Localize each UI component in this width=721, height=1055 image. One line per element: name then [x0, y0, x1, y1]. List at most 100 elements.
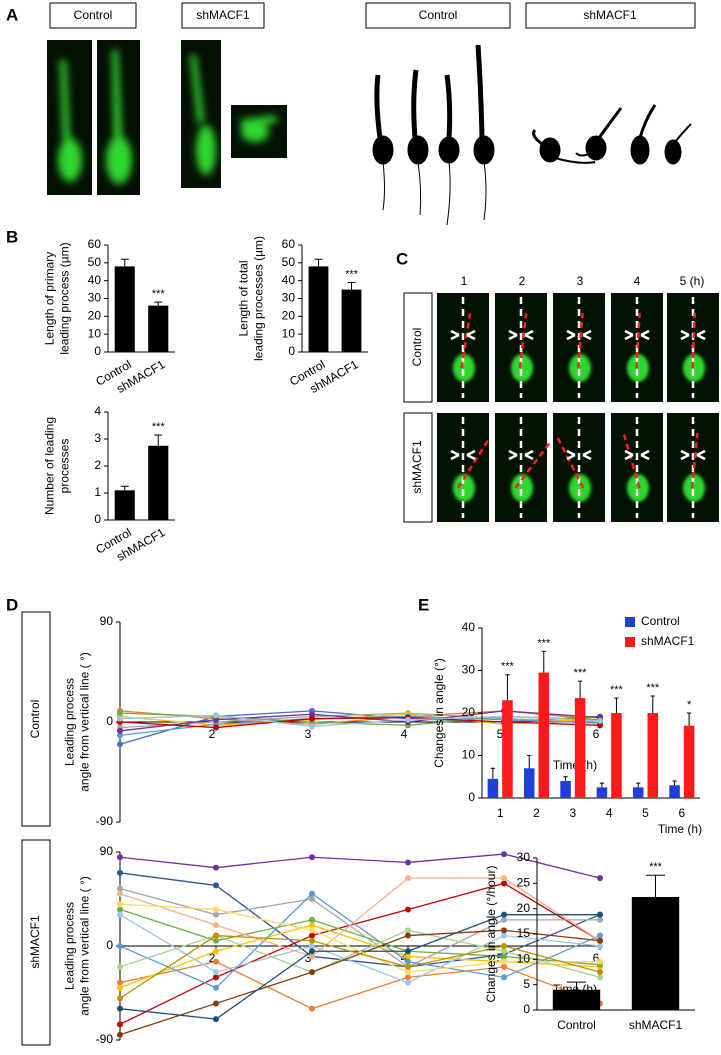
process-axis — [577, 313, 584, 369]
bar — [502, 700, 513, 798]
bar — [647, 713, 659, 798]
y-tick-label: 20 — [517, 901, 531, 915]
bar — [341, 289, 362, 352]
series-point — [501, 953, 507, 960]
series-point — [405, 716, 411, 723]
series-point — [117, 715, 123, 722]
y-tick-label: 60 — [282, 237, 296, 251]
significance: *** — [646, 682, 660, 694]
x-tick-label: 6 — [593, 951, 600, 965]
bar — [560, 781, 571, 798]
y-axis-label: Changes in angle (°) — [432, 658, 446, 768]
y-tick-label: 20 — [88, 309, 102, 323]
series-point — [117, 984, 123, 991]
error-bar — [577, 680, 583, 699]
x-tick-label: 1 — [497, 806, 504, 820]
series-point — [405, 969, 411, 976]
y-tick-label: 30 — [462, 663, 476, 677]
panel-label: A — [6, 5, 18, 24]
angle-arrow — [508, 329, 534, 341]
series-point — [501, 948, 507, 955]
series-point — [213, 958, 219, 965]
series-line — [119, 892, 601, 989]
series-point — [213, 906, 219, 913]
series-point — [117, 1005, 123, 1012]
process-axis — [460, 313, 472, 369]
y-tick-label: 0 — [94, 344, 101, 358]
row-label: Control — [28, 700, 42, 739]
series-point — [405, 953, 411, 960]
series-line — [119, 872, 601, 968]
row-label: Control — [410, 328, 424, 367]
series-point — [117, 741, 123, 748]
series-point — [405, 974, 411, 981]
y-tick-label: 90 — [100, 844, 114, 858]
y-tick-label: 0 — [94, 512, 101, 526]
series-line — [119, 903, 600, 973]
series-point — [117, 943, 123, 949]
x-tick-label: 4 — [606, 806, 613, 820]
error-bar — [490, 767, 496, 779]
series-line — [119, 882, 601, 1025]
y-tick-label: 40 — [462, 620, 476, 634]
y-axis-label: Changes in angle (°/hour) — [484, 866, 498, 1003]
series-point — [597, 969, 603, 976]
series-point — [309, 953, 315, 960]
x-tick-label: 3 — [305, 951, 312, 965]
bar — [487, 778, 499, 798]
cell-glow — [453, 474, 475, 502]
y-tick-label: 0 — [468, 790, 475, 804]
series-point — [117, 710, 123, 717]
y-tick-label: 20 — [282, 309, 296, 323]
series-point — [309, 890, 315, 897]
series-point — [405, 859, 411, 866]
bar — [632, 787, 644, 798]
series-point — [117, 1021, 123, 1028]
series-point — [117, 732, 123, 739]
angle-arrow — [508, 449, 534, 461]
y-tick-label: 60 — [88, 237, 102, 251]
series-point — [597, 943, 603, 949]
series-point — [501, 875, 507, 882]
x-tick-label: 5 — [642, 806, 649, 820]
series-point — [213, 984, 219, 991]
column-label: 5 (h) — [680, 274, 705, 288]
error-bar — [614, 697, 619, 713]
column-label: 2 — [519, 274, 526, 288]
legend-swatch — [625, 637, 635, 647]
series-point — [213, 911, 219, 918]
y-axis-label: Leading process — [63, 678, 77, 766]
angle-arrow — [450, 449, 476, 461]
y-tick-label: 25 — [517, 876, 531, 890]
y-axis-label: processes — [58, 439, 72, 494]
significance: *** — [152, 421, 166, 433]
cell-glow — [683, 474, 705, 502]
y-tick-label: 50 — [88, 255, 102, 269]
y-tick-label: 50 — [282, 255, 296, 269]
y-tick-label: 2 — [94, 458, 101, 472]
x-tick-label: 5 — [497, 727, 504, 741]
series-point — [405, 948, 411, 955]
error-bar — [646, 874, 665, 898]
y-tick-label: 15 — [517, 926, 531, 940]
series-point — [117, 963, 123, 970]
series-point — [117, 906, 123, 913]
significance: *** — [649, 861, 663, 873]
bar — [148, 445, 169, 520]
y-tick-label: 30 — [517, 850, 531, 864]
series-point — [213, 882, 219, 889]
y-tick-label: 0 — [106, 714, 113, 728]
y-tick-label: 20 — [462, 705, 476, 719]
series-point — [213, 864, 219, 871]
x-tick-label: 2 — [209, 951, 216, 965]
series-point — [405, 979, 411, 986]
y-tick-label: 30 — [88, 291, 102, 305]
y-axis-label: Length of total — [237, 260, 251, 336]
image-label: Control — [419, 8, 458, 22]
y-axis-label: leading processes (µm) — [252, 236, 266, 361]
y-tick-label: 0 — [288, 344, 295, 358]
series-point — [309, 715, 315, 722]
bar — [523, 768, 535, 798]
column-label: 4 — [634, 274, 641, 288]
series-line — [119, 853, 601, 879]
